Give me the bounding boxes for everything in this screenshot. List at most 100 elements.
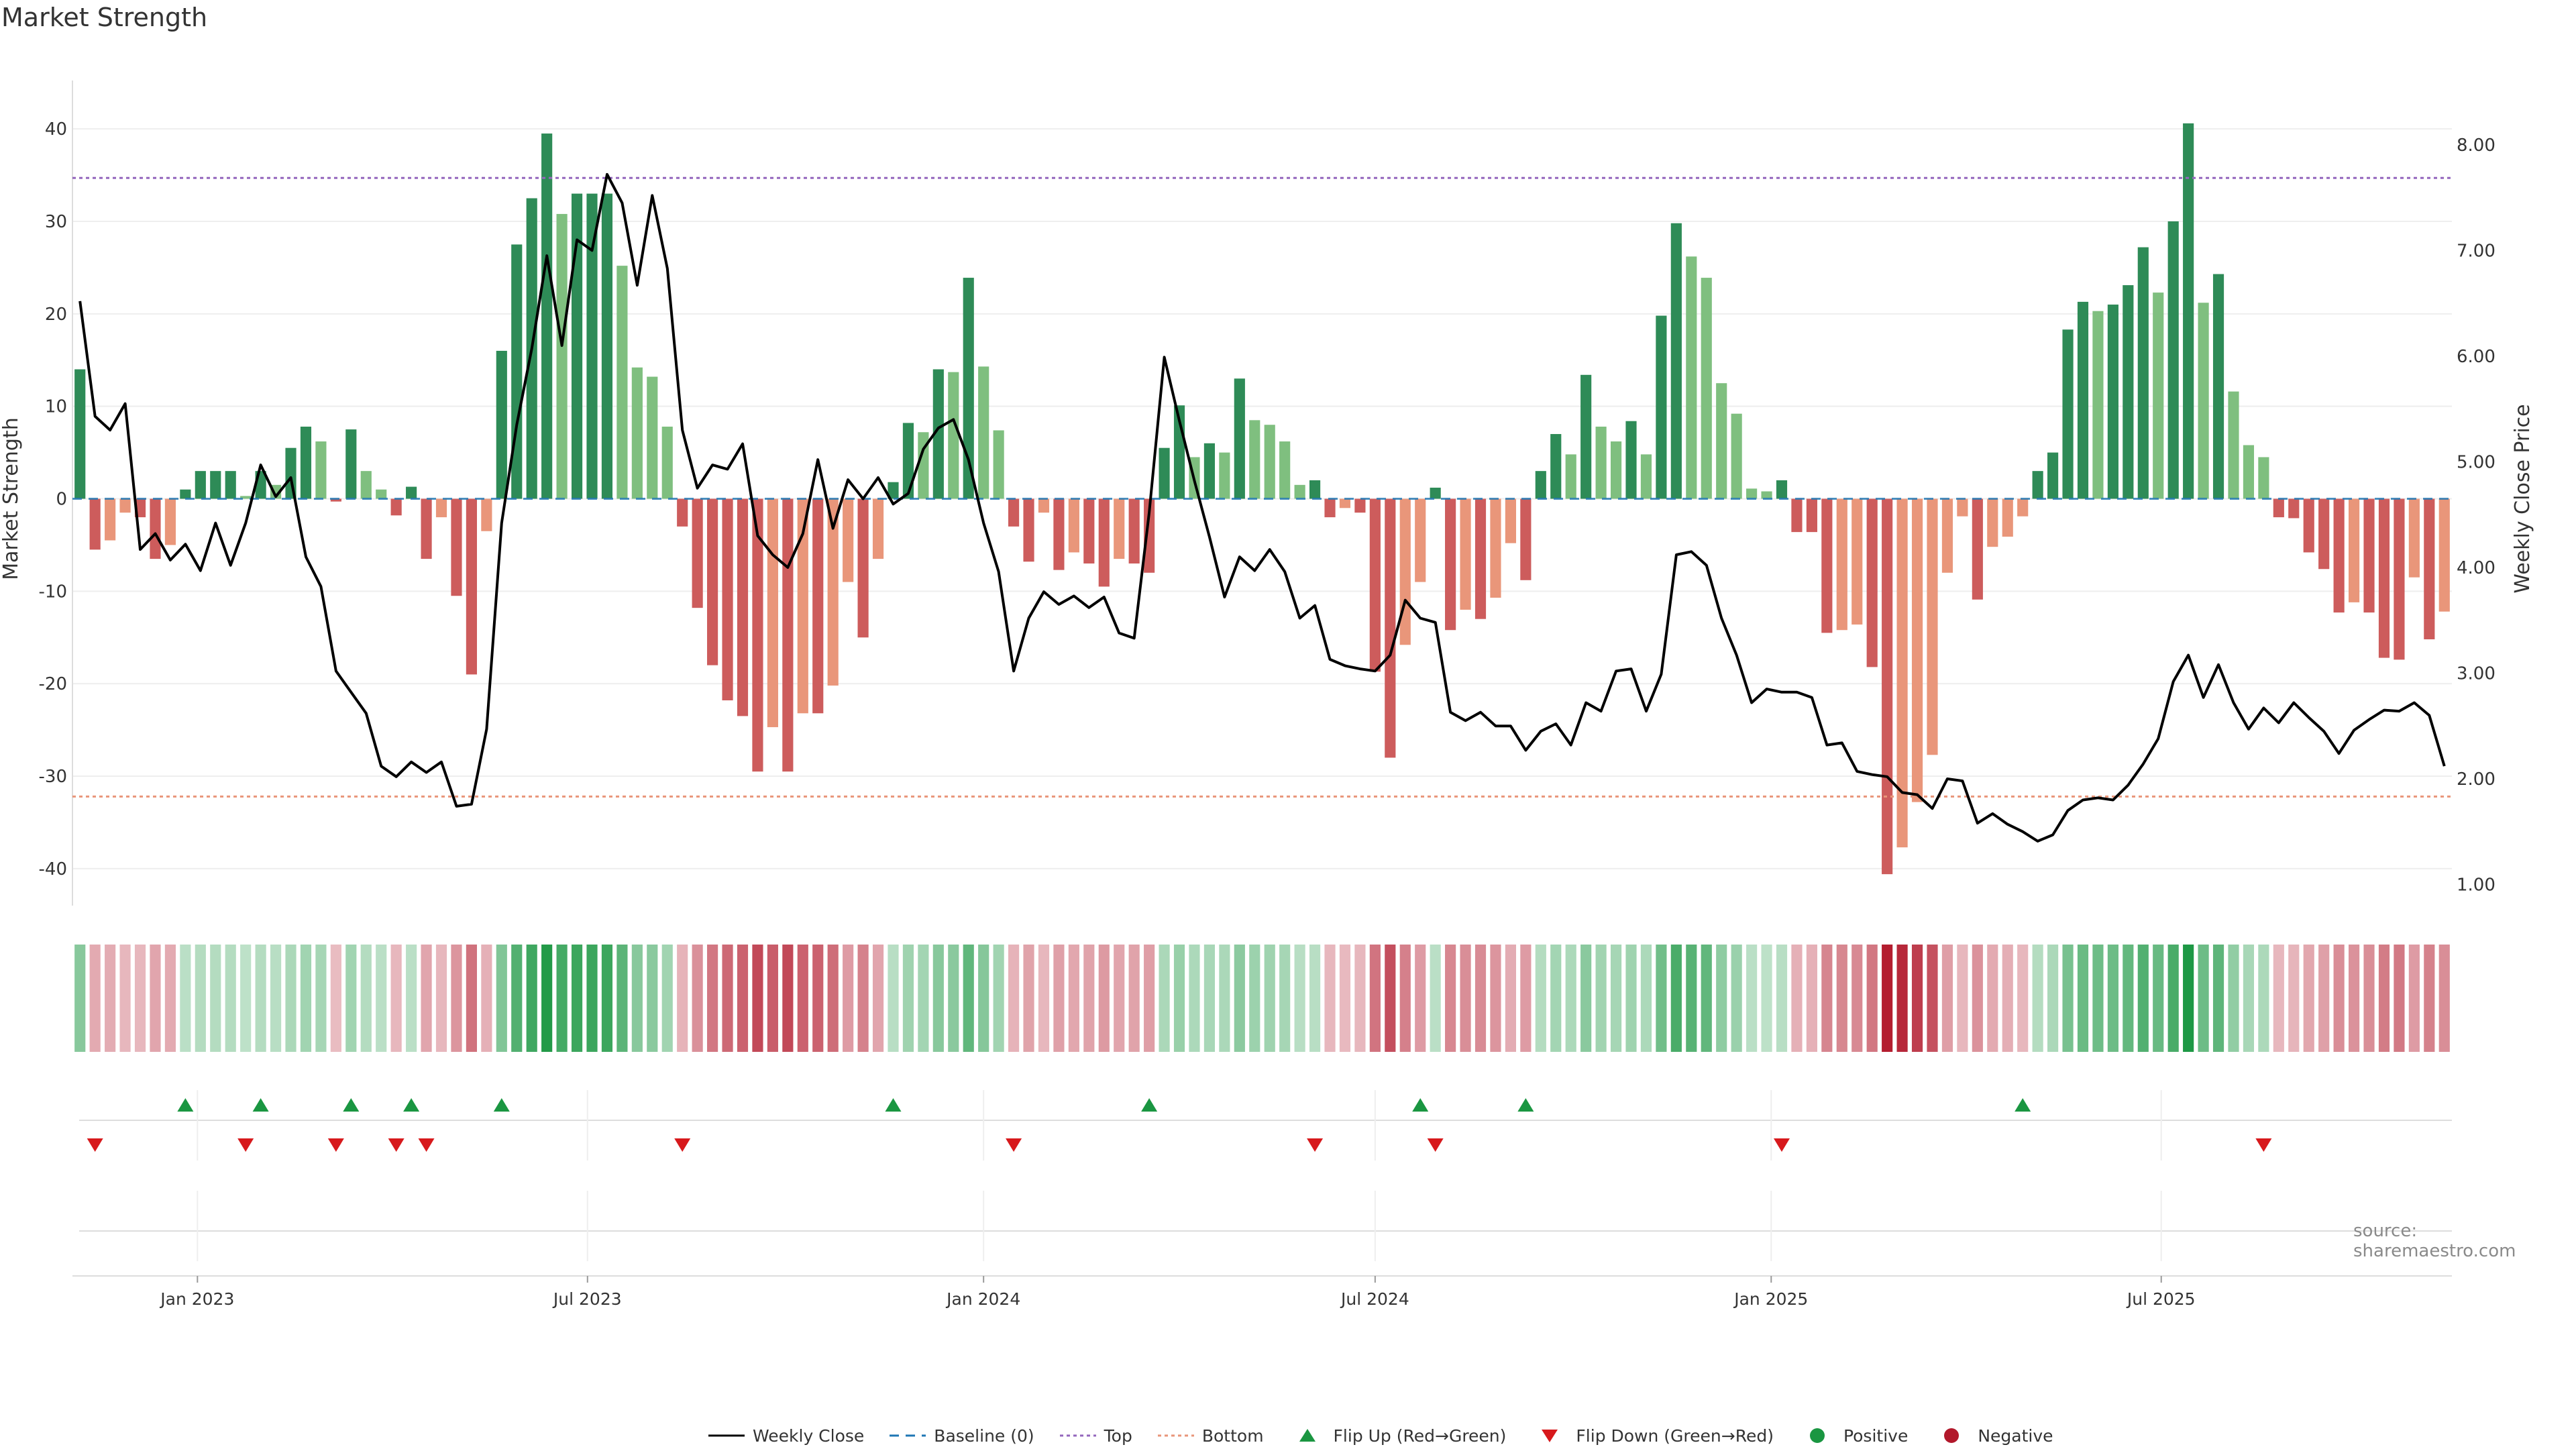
flip-down-marker (327, 1138, 344, 1152)
strength-bar (481, 498, 492, 531)
strength-heat-cell (857, 945, 869, 1052)
strength-heat-cell (1836, 945, 1847, 1052)
strength-heat-cell (1580, 945, 1592, 1052)
strength-bar (1234, 378, 1245, 499)
strength-heat-cell (1761, 945, 1772, 1052)
strength-heat-cell (180, 945, 191, 1052)
legend-item[interactable]: Negative (1931, 1426, 2053, 1446)
strength-heat-cell (285, 945, 297, 1052)
strength-heat-cell (1023, 945, 1034, 1052)
strength-bar (1731, 413, 1742, 499)
strength-bar (240, 496, 252, 499)
legend-label: Weekly Close (753, 1426, 865, 1446)
strength-bar (1203, 443, 1216, 499)
y-tick-label: 0 (56, 490, 67, 510)
strength-bar (2153, 292, 2164, 499)
strength-bar (2424, 498, 2435, 640)
strength-heat-cell (661, 945, 673, 1052)
legend-label: Positive (1843, 1426, 1909, 1446)
strength-bar (1249, 420, 1260, 499)
strength-heat-cell (843, 945, 854, 1052)
strength-heat-cell (1625, 945, 1637, 1052)
strength-heat-cell (571, 945, 583, 1052)
strength-bar (421, 498, 432, 559)
legend-item[interactable]: Weekly Close (706, 1426, 864, 1446)
y2-tick-label: 3.00 (2457, 663, 2496, 684)
strength-bar (1474, 498, 1487, 619)
strength-bar (707, 498, 718, 665)
strength-heat-cell (586, 945, 598, 1052)
strength-bar (300, 426, 312, 499)
strength-heat-cell (2363, 945, 2375, 1052)
strength-bar (1656, 315, 1667, 499)
strength-bar (74, 369, 86, 499)
strength-heat-cell (240, 945, 252, 1052)
strength-bar (1144, 498, 1155, 573)
strength-heat-cell (541, 945, 553, 1052)
strength-heat-cell (435, 945, 447, 1052)
strength-bar (164, 498, 176, 545)
strength-bar (1415, 498, 1426, 582)
strength-heat-cell (767, 945, 778, 1052)
strength-bar (390, 498, 402, 516)
strength-heat-cell (210, 945, 221, 1052)
strength-bar (1746, 488, 1758, 499)
flip-up-marker (1412, 1098, 1429, 1112)
strength-bar (902, 423, 914, 499)
flip-down-marker (674, 1138, 691, 1152)
strength-heat-cell (2318, 945, 2330, 1052)
strength-heat-cell (1791, 945, 1803, 1052)
flip-up-marker (493, 1098, 510, 1112)
strength-bar (1385, 498, 1396, 758)
strength-heat-cell (1927, 945, 1938, 1052)
y2-axis-label: Weekly Close Price (2511, 404, 2534, 593)
strength-bar (843, 498, 854, 582)
strength-bar (1264, 425, 1275, 499)
flip-down-marker (237, 1138, 254, 1152)
strength-heat-cell (1445, 945, 1456, 1052)
y2-tick-label: 1.00 (2457, 875, 2496, 895)
strength-bar (1776, 480, 1788, 499)
legend-item[interactable]: Positive (1796, 1426, 1908, 1446)
strength-bar (2002, 498, 2013, 537)
strength-bar (752, 498, 763, 772)
legend-item[interactable]: Top (1057, 1426, 1132, 1446)
strength-heat-cell (616, 945, 628, 1052)
strength-heat-cell (300, 945, 312, 1052)
legend-item[interactable]: Flip Down (Green→Red) (1529, 1426, 1774, 1446)
legend-item[interactable]: Bottom (1155, 1426, 1264, 1446)
strength-bar (963, 278, 974, 499)
strength-bar (2348, 498, 2360, 602)
strength-heat-cell (2408, 945, 2420, 1052)
strength-heat-cell (150, 945, 161, 1052)
strength-bar (195, 471, 206, 499)
strength-heat-cell (2394, 945, 2405, 1052)
flip-down-marker (1006, 1138, 1022, 1152)
y-axis-label: Market Strength (0, 417, 23, 580)
strength-heat-cell (722, 945, 733, 1052)
strength-bar (1580, 374, 1592, 499)
strength-heat-cell (2378, 945, 2390, 1052)
legend-item[interactable]: Flip Up (Red→Green) (1287, 1426, 1506, 1446)
strength-heat-cell (1053, 945, 1065, 1052)
strength-bar (541, 133, 553, 499)
strength-bar (1640, 454, 1652, 499)
strength-bar (692, 498, 703, 608)
strength-heat-cell (1640, 945, 1652, 1052)
strength-heat-cell (1701, 945, 1712, 1052)
strength-bar (1309, 480, 1321, 499)
strength-bar (888, 482, 899, 499)
legend-symbol-icon (1155, 1426, 1197, 1446)
strength-heat-cell (812, 945, 824, 1052)
strength-heat-cell (1219, 945, 1230, 1052)
strength-heat-cell (1686, 945, 1697, 1052)
chart-title: Market Strength (1, 3, 208, 32)
strength-bar (932, 369, 944, 499)
legend-item[interactable]: Baseline (0) (887, 1426, 1034, 1446)
y-tick-label: 30 (45, 212, 67, 232)
strength-heat-cell (737, 945, 749, 1052)
strength-heat-cell (1670, 945, 1682, 1052)
strength-bar (496, 350, 507, 499)
strength-heat-cell (2123, 945, 2134, 1052)
